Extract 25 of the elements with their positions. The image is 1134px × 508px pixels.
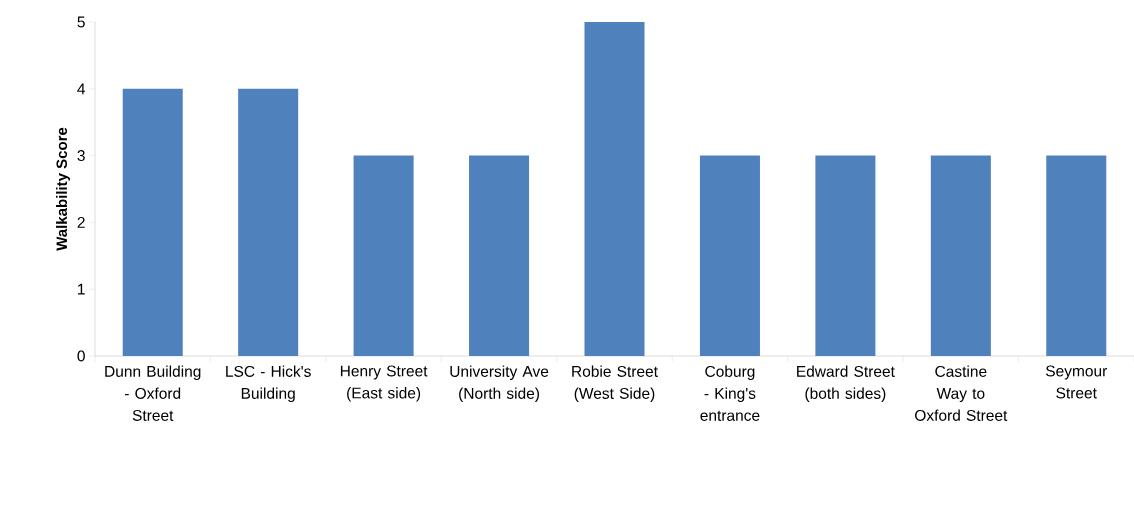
y-tick-label: 1	[78, 283, 85, 295]
x-tick-label: Edward Street (both sides)	[797, 365, 895, 402]
bar	[1046, 155, 1107, 356]
x-tick-label: Dunn Building - Oxford Street	[105, 365, 201, 421]
bar	[584, 22, 645, 356]
bar	[353, 155, 414, 356]
x-tick-label: Coburg - King's entrance	[700, 365, 760, 421]
y-axis-title: Walkability Score	[56, 127, 71, 251]
bar	[815, 155, 876, 356]
bar	[699, 155, 760, 356]
x-tick-label: University Ave (North side)	[450, 365, 549, 402]
bar	[238, 88, 299, 356]
bar	[469, 155, 530, 356]
y-tick-label: 4	[77, 83, 86, 95]
x-tick-label: Castine Way to Oxford Street	[915, 365, 1008, 421]
x-tick-label: LSC - Hick's Building	[226, 365, 311, 402]
x-tick-label: Henry Street (East side)	[340, 365, 428, 402]
x-tick-label: Robie Street (West Side)	[572, 365, 658, 402]
y-tick-label: 0	[77, 350, 85, 362]
y-tick-label: 5	[77, 16, 85, 28]
bar	[930, 155, 991, 356]
y-tick-label: 2	[77, 216, 85, 228]
y-tick-label: 3	[77, 150, 85, 162]
x-tick-label: Seymour Street	[1045, 365, 1108, 399]
bar	[122, 88, 183, 356]
